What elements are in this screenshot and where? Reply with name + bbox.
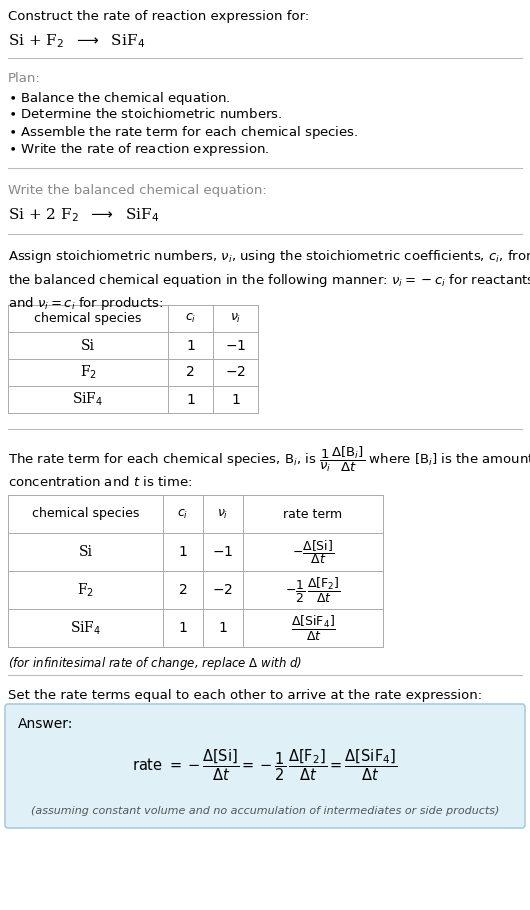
Text: Si + 2 F$_2$  $\longrightarrow$  SiF$_4$: Si + 2 F$_2$ $\longrightarrow$ SiF$_4$ [8,206,160,224]
Text: $\bullet$ Determine the stoichiometric numbers.: $\bullet$ Determine the stoichiometric n… [8,107,282,121]
Text: 1: 1 [186,339,195,352]
Text: $-\dfrac{\Delta[\mathrm{Si}]}{\Delta t}$: $-\dfrac{\Delta[\mathrm{Si}]}{\Delta t}$ [292,538,334,566]
Text: $\dfrac{\Delta[\mathrm{SiF_4}]}{\Delta t}$: $\dfrac{\Delta[\mathrm{SiF_4}]}{\Delta t… [290,613,335,642]
Text: Set the rate terms equal to each other to arrive at the rate expression:: Set the rate terms equal to each other t… [8,689,482,702]
Text: Si + F$_2$  $\longrightarrow$  SiF$_4$: Si + F$_2$ $\longrightarrow$ SiF$_4$ [8,32,145,50]
Text: $-1$: $-1$ [225,339,246,352]
Text: $\nu_i$: $\nu_i$ [217,508,228,521]
Text: $-2$: $-2$ [213,583,234,597]
Text: $-1$: $-1$ [213,545,234,559]
Text: Construct the rate of reaction expression for:: Construct the rate of reaction expressio… [8,10,309,23]
Text: 2: 2 [179,583,188,597]
Text: Plan:: Plan: [8,72,41,85]
Text: $1$: $1$ [218,621,228,635]
Text: Answer:: Answer: [18,717,73,731]
Text: The rate term for each chemical species, B$_i$, is $\dfrac{1}{\nu_i}\dfrac{\Delt: The rate term for each chemical species,… [8,445,530,474]
Text: rate term: rate term [284,508,342,521]
Text: $c_i$: $c_i$ [178,508,189,521]
Text: (assuming constant volume and no accumulation of intermediates or side products): (assuming constant volume and no accumul… [31,806,499,816]
Text: F$_2$: F$_2$ [80,364,96,381]
Text: chemical species: chemical species [34,312,142,325]
Text: (for infinitesimal rate of change, replace $\Delta$ with $d$): (for infinitesimal rate of change, repla… [8,655,302,672]
Text: $\bullet$ Write the rate of reaction expression.: $\bullet$ Write the rate of reaction exp… [8,141,270,158]
Text: 1: 1 [179,621,188,635]
Text: SiF$_4$: SiF$_4$ [70,620,101,637]
Text: Write the balanced chemical equation:: Write the balanced chemical equation: [8,184,267,197]
Text: F$_2$: F$_2$ [77,581,94,599]
Text: $\bullet$ Assemble the rate term for each chemical species.: $\bullet$ Assemble the rate term for eac… [8,124,358,141]
Text: Assign stoichiometric numbers, $\nu_i$, using the stoichiometric coefficients, $: Assign stoichiometric numbers, $\nu_i$, … [8,248,530,312]
Text: 1: 1 [179,545,188,559]
Text: Si: Si [81,339,95,352]
Text: $\nu_i$: $\nu_i$ [230,312,241,325]
Text: concentration and $t$ is time:: concentration and $t$ is time: [8,475,192,489]
Text: Si: Si [78,545,93,559]
Text: 2: 2 [186,366,195,379]
Text: $1$: $1$ [231,392,240,407]
Text: 1: 1 [186,392,195,407]
Text: $-2$: $-2$ [225,366,246,379]
Text: $c_i$: $c_i$ [185,312,196,325]
Text: $\bullet$ Balance the chemical equation.: $\bullet$ Balance the chemical equation. [8,90,231,107]
Text: chemical species: chemical species [32,508,139,521]
FancyBboxPatch shape [5,704,525,828]
Text: SiF$_4$: SiF$_4$ [73,390,104,409]
Text: $-\dfrac{1}{2}\,\dfrac{\Delta[\mathrm{F_2}]}{\Delta t}$: $-\dfrac{1}{2}\,\dfrac{\Delta[\mathrm{F_… [285,575,341,604]
Text: rate $= -\dfrac{\Delta[\mathrm{Si}]}{\Delta t} = -\dfrac{1}{2}\,\dfrac{\Delta[\m: rate $= -\dfrac{\Delta[\mathrm{Si}]}{\De… [132,747,398,783]
